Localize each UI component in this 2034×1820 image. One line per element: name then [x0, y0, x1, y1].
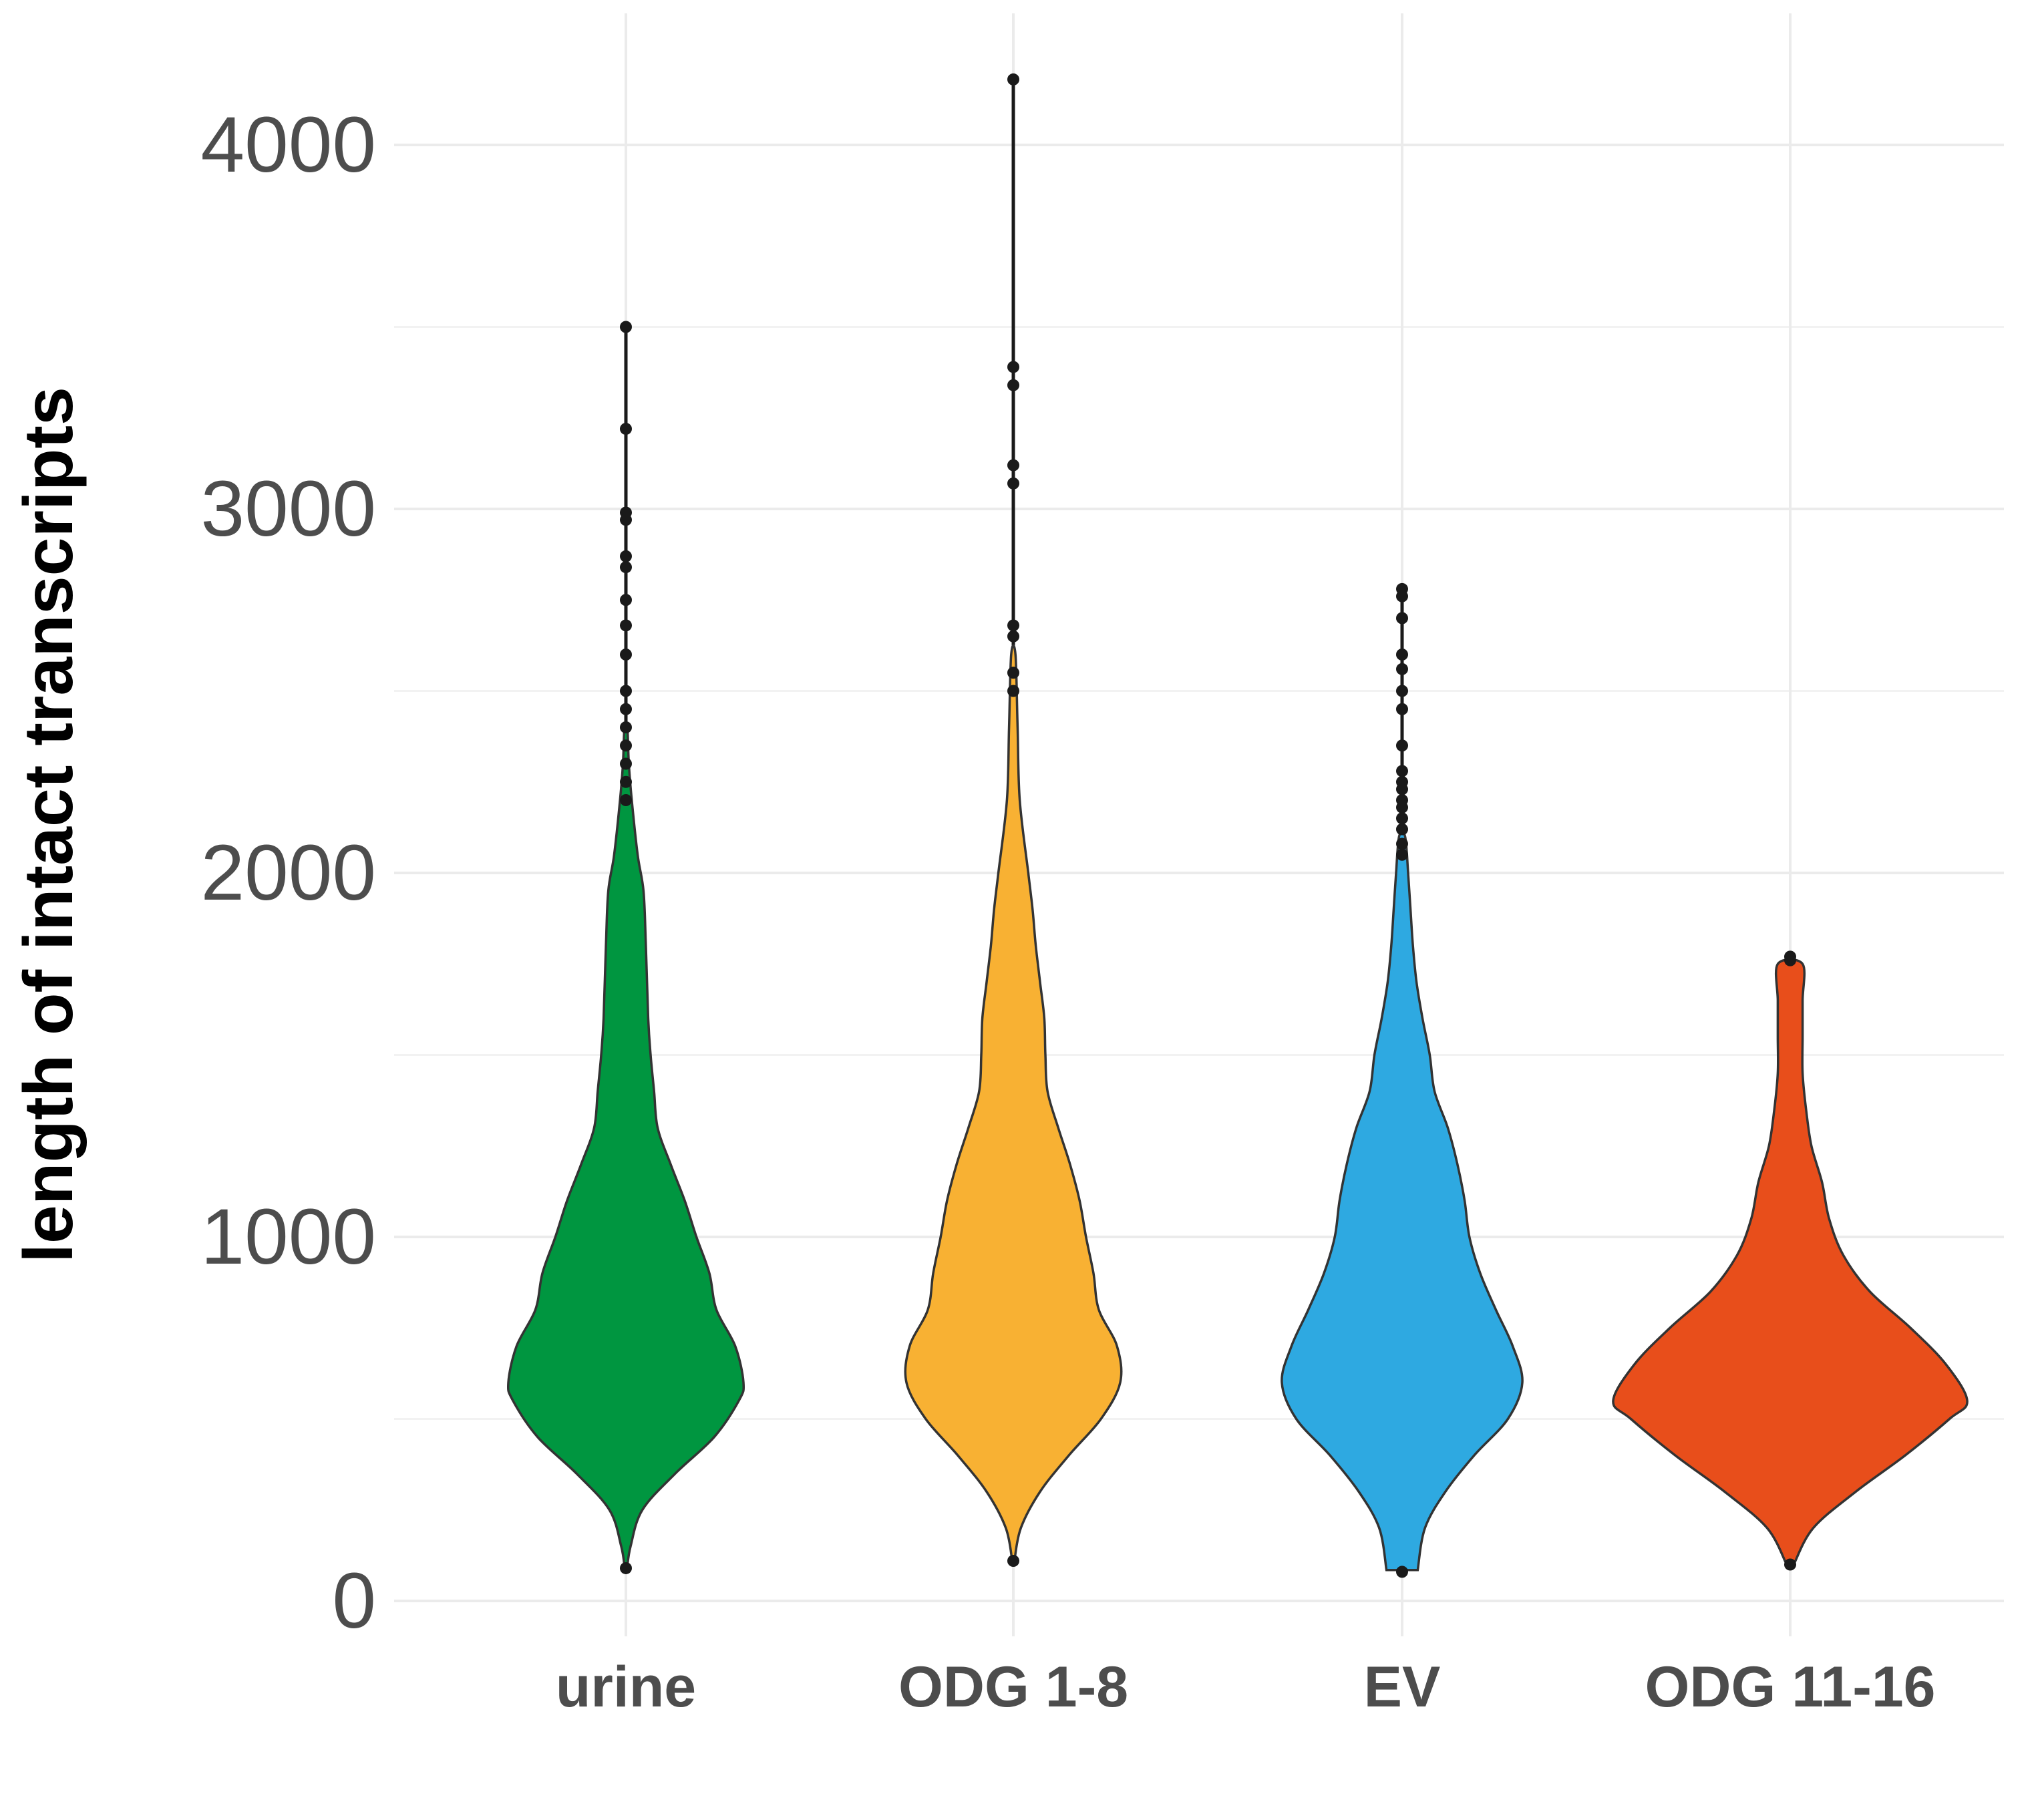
outlier-point [620, 649, 632, 661]
outlier-point [1007, 667, 1019, 679]
y-tick-label: 1000 [200, 1193, 376, 1281]
outlier-point [620, 594, 632, 606]
y-tick-label: 2000 [200, 829, 376, 917]
outlier-point [1007, 630, 1019, 643]
y-tick-label: 3000 [200, 465, 376, 553]
min-point [620, 1562, 632, 1574]
outlier-point [1396, 823, 1408, 836]
min-point [1784, 1558, 1796, 1571]
violin-3 [1281, 582, 1524, 1578]
outlier-point [1007, 619, 1019, 632]
violin-2 [904, 73, 1123, 1568]
outlier-point [620, 561, 632, 574]
outlier-point [1396, 765, 1408, 777]
outlier-point [620, 550, 632, 562]
outlier-point [1396, 649, 1408, 661]
outlier-point [1396, 685, 1408, 697]
outlier-point [1007, 477, 1019, 490]
outlier-point [1396, 812, 1408, 825]
outlier-point [1396, 775, 1408, 788]
outlier-point [620, 685, 632, 697]
outlier-point [1396, 739, 1408, 752]
outlier-point [1007, 685, 1019, 697]
y-tick-label: 4000 [200, 101, 376, 189]
outlier-point [1007, 459, 1019, 472]
outlier-point [620, 739, 632, 752]
outlier-point [1396, 612, 1408, 624]
outlier-point [1007, 73, 1019, 85]
x-tick-label: urine [556, 1655, 696, 1719]
outlier-point [1007, 361, 1019, 373]
x-tick-label: ODG 11-16 [1645, 1655, 1936, 1719]
violin-4 [1612, 950, 1969, 1571]
x-tick-labels: urine ODG 1-8 EV ODG 11-16 [556, 1655, 1936, 1719]
outlier-point [1396, 582, 1408, 595]
outlier-point [620, 757, 632, 770]
y-tick-labels: 0 1000 2000 3000 4000 [200, 101, 376, 1645]
outlier-point [1007, 379, 1019, 391]
outlier-point [620, 721, 632, 733]
outlier-point [1396, 703, 1408, 715]
min-point [1007, 1555, 1019, 1568]
violin-body [506, 721, 745, 1570]
outlier-point [1396, 838, 1408, 850]
violin-body [1281, 830, 1524, 1572]
violin-body [1612, 958, 1969, 1566]
outlier-point [620, 703, 632, 715]
outlier-point [620, 506, 632, 519]
outlier-point [620, 794, 632, 806]
violin-1 [506, 321, 745, 1574]
outlier-point [620, 423, 632, 435]
x-tick-label: ODG 1-8 [898, 1655, 1128, 1719]
x-tick-label: EV [1364, 1655, 1441, 1719]
violins [506, 73, 1969, 1578]
outlier-point [620, 775, 632, 788]
y-tick-label: 0 [332, 1557, 376, 1645]
violin-body [904, 644, 1123, 1562]
y-axis-title: length of intact transcripts [10, 387, 88, 1263]
min-point [1396, 1566, 1408, 1578]
outlier-point [1784, 950, 1796, 963]
outlier-point [1396, 848, 1408, 861]
outlier-point [1396, 663, 1408, 675]
outlier-point [620, 321, 632, 333]
outlier-point [620, 619, 632, 632]
outlier-point [1396, 794, 1408, 806]
